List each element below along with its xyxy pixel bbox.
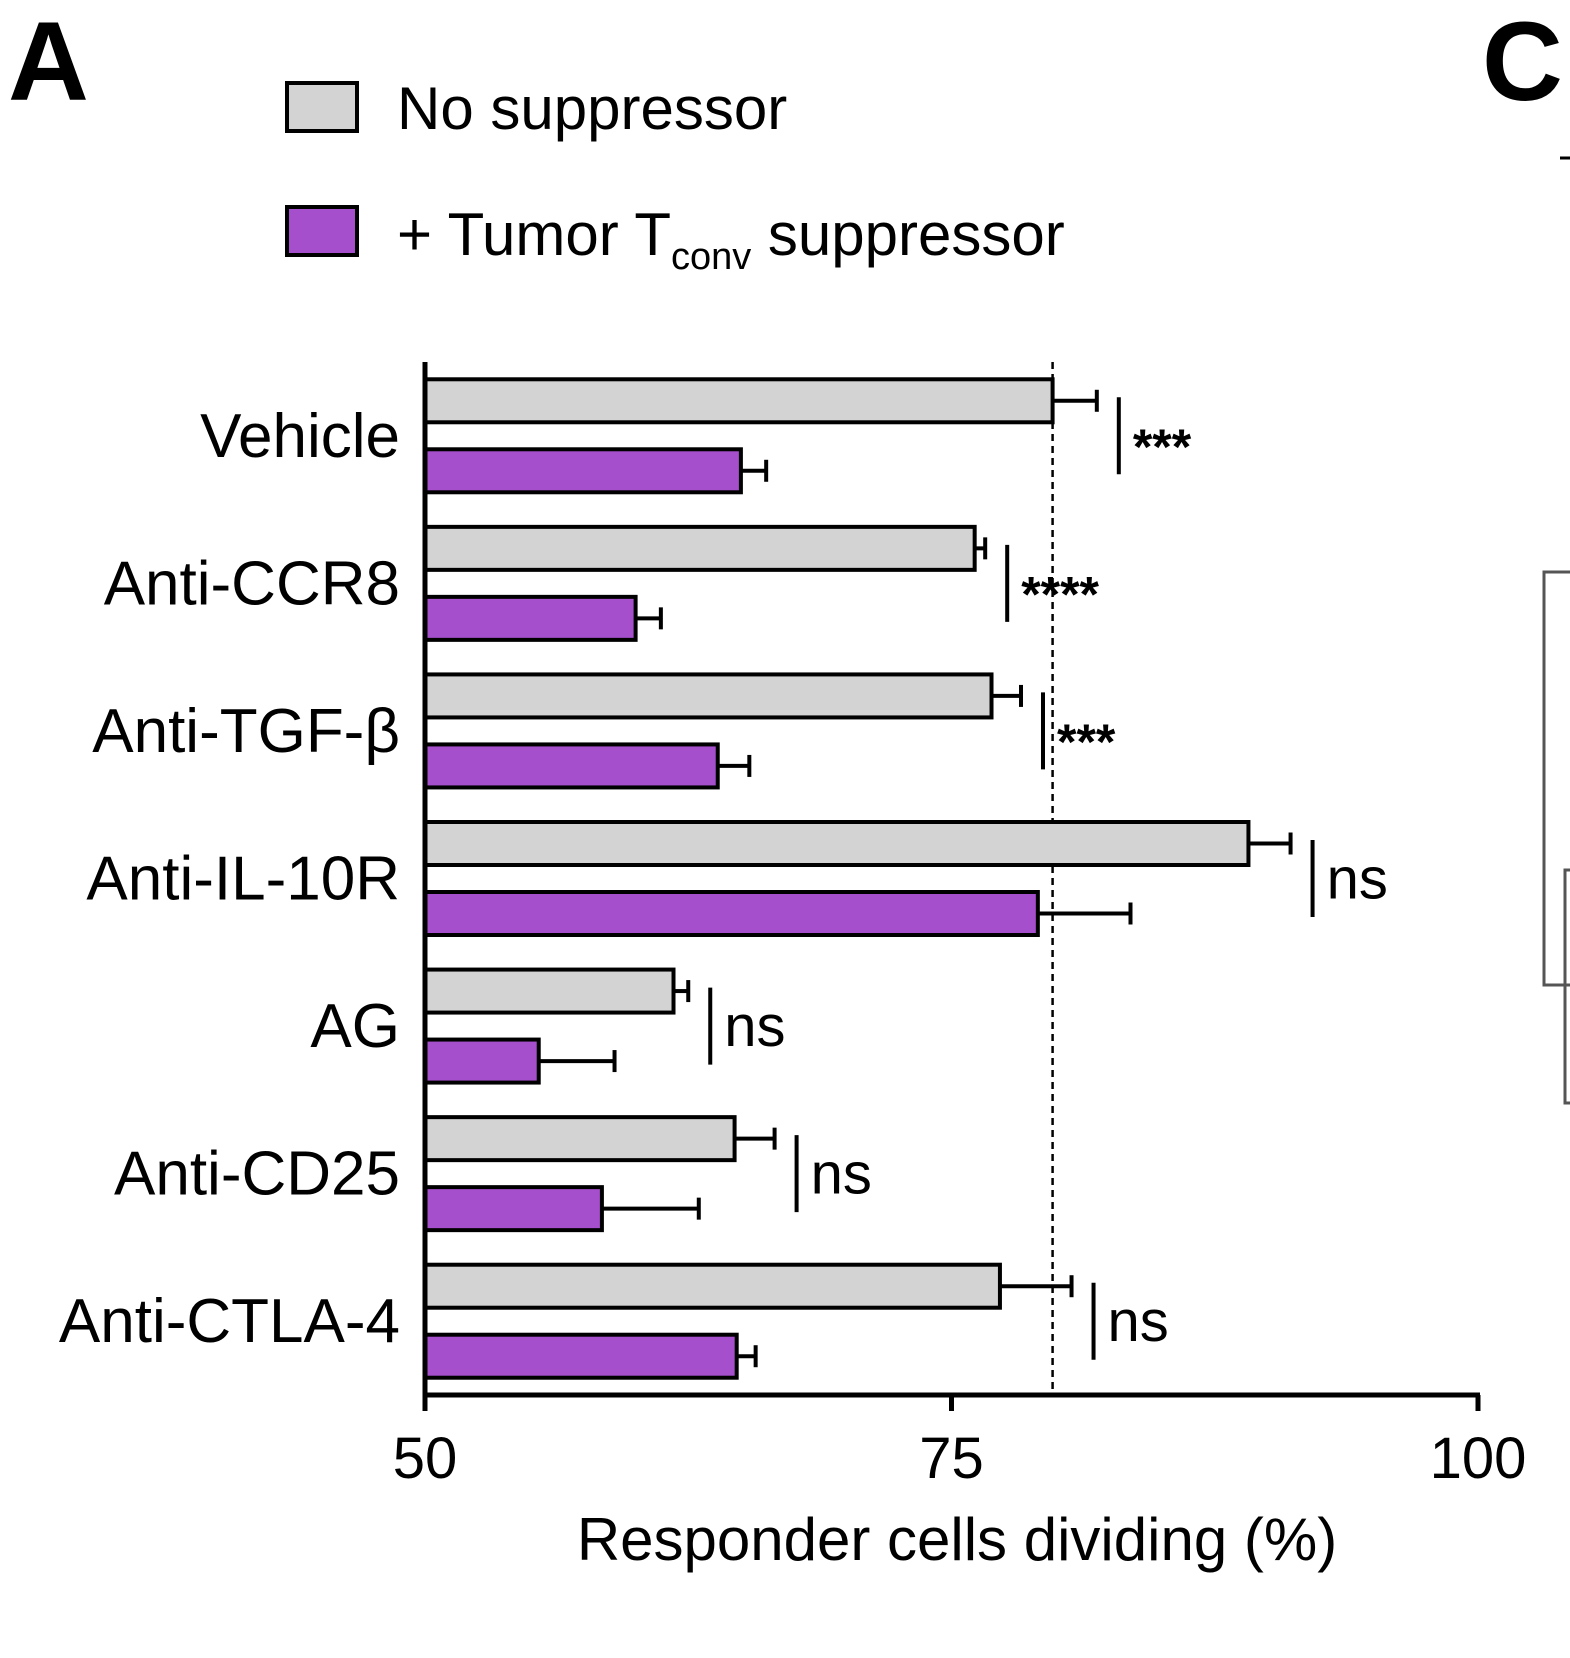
significance-label-anti-il-10r: ns [1327,847,1388,912]
x-tick-label-75: 75 [919,1426,984,1491]
category-label-anti-il-10r: Anti-IL-10R [86,845,400,914]
significance-label-anti-ctla-4: ns [1108,1289,1169,1354]
bar-anti-tgf-series-2 [423,742,720,790]
category-label-vehicle: Vehicle [200,402,400,471]
bar-anti-ctla-4-series-1 [423,1262,1002,1310]
x-tick-label-100: 100 [1430,1426,1527,1491]
bar-ag-series-2 [423,1037,541,1085]
significance-label-anti-cd25: ns [811,1142,872,1207]
bar-anti-il-10r-series-1 [423,820,1251,867]
significance-label-anti-tgf: *** [1057,714,1116,770]
category-label-ag: AG [310,992,400,1061]
bar-anti-cd25-series-1 [423,1115,737,1163]
legend-swatch-no-suppressor [285,81,359,133]
bar-anti-cd25-series-2 [423,1185,604,1233]
bar-anti-tgf-series-1 [423,672,994,720]
fragment-box-inner [1563,868,1570,1105]
legend-label-subscript: conv [671,236,751,278]
legend-label-part-suffix: suppressor [751,201,1064,268]
bar-vehicle-series-2 [423,447,743,495]
bar-anti-ccr8-series-2 [423,594,638,642]
category-label-anti-tgf: Anti-TGF-β [92,697,400,766]
significance-label-ag: ns [724,994,785,1059]
bar-anti-il-10r-series-2 [423,890,1040,937]
bar-anti-ccr8-series-1 [423,524,977,572]
legend-label-part-prefix: + Tumor T [397,201,671,268]
significance-label-anti-ccr8: **** [1021,566,1099,622]
x-tick-label-50: 50 [393,1426,458,1491]
bar-vehicle-series-1 [423,377,1055,425]
significance-label-vehicle: *** [1133,419,1192,475]
plot-area: Vehicle *** Anti-CCR8 **** Anti-TGF-β *** Anti… [59,362,1526,1491]
category-label-anti-ctla-4: Anti-CTLA-4 [59,1287,400,1356]
panel-label-c: C [1482,0,1563,124]
bar-ag-series-1 [423,967,676,1015]
adjacent-panel-fragment [1542,156,1570,1105]
legend-swatch-tumor-suppressor [285,205,359,257]
legend-label-tumor-suppressor: + Tumor Tconv suppressor [397,201,1065,278]
category-label-anti-ccr8: Anti-CCR8 [104,549,400,618]
category-label-anti-cd25: Anti-CD25 [114,1140,400,1209]
fragment-box-outer [1542,570,1570,987]
bar-anti-ctla-4-series-2 [423,1332,739,1380]
x-axis-title: Responder cells dividing (%) [577,1506,1337,1573]
legend-label-no-suppressor: No suppressor [397,75,787,142]
legend: No suppressor + Tumor Tconv suppressor [285,75,1065,278]
panel-label-a: A [8,0,89,124]
